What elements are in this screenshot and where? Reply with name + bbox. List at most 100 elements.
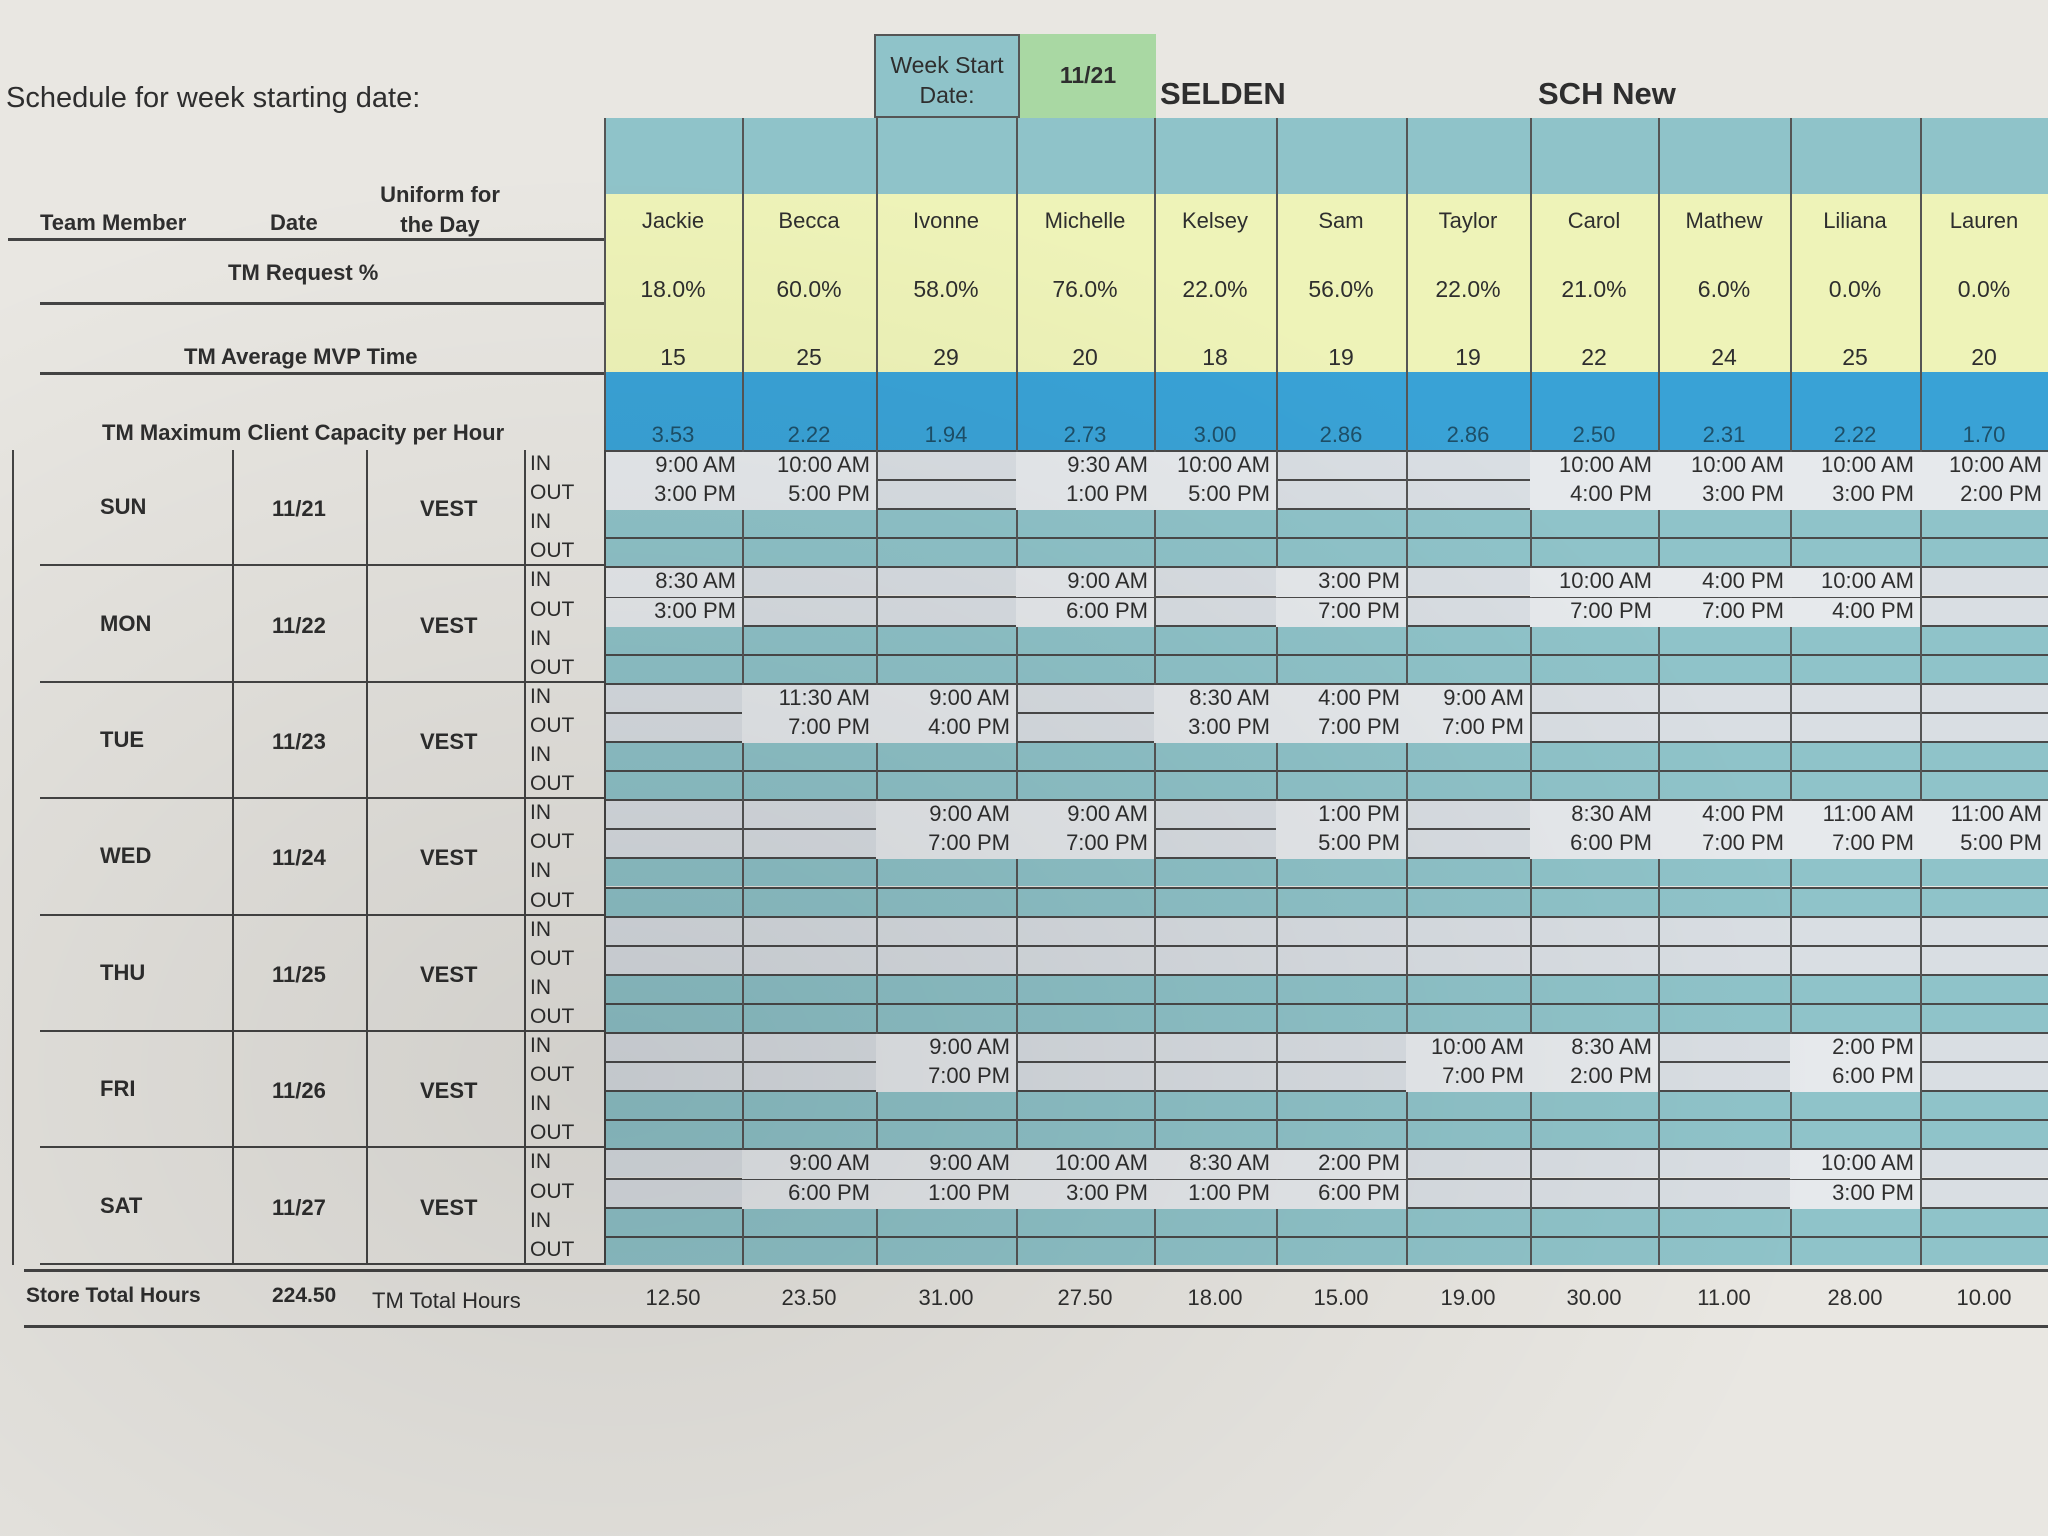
shift-out-time[interactable]: 7:00 PM [1276, 597, 1406, 627]
shift-in-time[interactable]: 4:00 PM [1658, 801, 1790, 831]
day-divider [40, 1030, 604, 1032]
shift-out-time[interactable]: 1:00 PM [876, 1179, 1016, 1209]
shift-in-time[interactable]: 9:00 AM [1016, 801, 1154, 831]
shift-in-time[interactable]: 10:00 AM [1016, 1150, 1154, 1180]
in-out-label: IN [530, 684, 551, 708]
in-out-label: OUT [530, 1121, 575, 1145]
shift-out-time[interactable]: 3:00 PM [604, 481, 742, 511]
shift-in-time[interactable]: 1:00 PM [1276, 801, 1406, 831]
shift-in-time[interactable]: 8:30 AM [1154, 684, 1276, 714]
shift-in-time[interactable]: 9:00 AM [604, 452, 742, 482]
shift-in-time[interactable]: 9:30 AM [1016, 452, 1154, 482]
team-member-header: Team Member [40, 210, 187, 235]
shift-out-time[interactable]: 6:00 PM [1016, 597, 1154, 627]
shift-out-time[interactable]: 7:00 PM [876, 830, 1016, 860]
shift-out-time[interactable]: 3:00 PM [1154, 713, 1276, 743]
uniform-header: Uniform for the Day [380, 182, 500, 237]
shift-out-time[interactable]: 2:00 PM [1530, 1063, 1658, 1093]
shift-in-time[interactable]: 10:00 AM [1406, 1034, 1530, 1064]
store-total-value: 224.50 [272, 1284, 337, 1307]
shift-in-time[interactable]: 4:00 PM [1276, 684, 1406, 714]
metric-bg [1276, 194, 1406, 372]
week-start-value-box: 11/21 [1020, 34, 1156, 118]
shift-in-time[interactable]: 10:00 AM [1154, 452, 1276, 482]
tm-total-hours: 15.00 [1313, 1284, 1369, 1310]
shift-in-time[interactable]: 10:00 AM [1530, 568, 1658, 598]
shift-out-time[interactable]: 5:00 PM [742, 481, 876, 511]
shift-in-time[interactable]: 9:00 AM [876, 801, 1016, 831]
shift-out-time[interactable]: 6:00 PM [1276, 1179, 1406, 1209]
tm-total-label: TM Total Hours [372, 1288, 521, 1313]
shift-in-time[interactable]: 9:00 AM [1016, 568, 1154, 598]
shift-out-time[interactable]: 4:00 PM [1530, 481, 1658, 511]
shift-in-time[interactable]: 2:00 PM [1276, 1150, 1406, 1180]
capacity-bg [742, 372, 876, 450]
shift-out-time[interactable]: 6:00 PM [742, 1179, 876, 1209]
shift-in-time[interactable]: 10:00 AM [1790, 1150, 1920, 1180]
shift-out-time[interactable]: 7:00 PM [1406, 713, 1530, 743]
shift-in-time[interactable]: 10:00 AM [1790, 452, 1920, 482]
shift-out-time[interactable]: 5:00 PM [1920, 830, 2048, 860]
shift-out-time[interactable]: 7:00 PM [1276, 713, 1406, 743]
in-out-label: OUT [530, 830, 575, 854]
column-divider [1154, 799, 1156, 916]
shift-in-time[interactable]: 11:00 AM [1920, 801, 2048, 831]
shift-in-time[interactable]: 2:00 PM [1790, 1034, 1920, 1064]
tm-total-hours: 30.00 [1566, 1284, 1622, 1310]
request-percent: 22.0% [1435, 276, 1501, 302]
shift-out-time[interactable]: 7:00 PM [876, 1063, 1016, 1093]
employee-header-bg [1658, 118, 1790, 194]
shift-out-time[interactable]: 3:00 PM [1790, 481, 1920, 511]
left-column-divider [524, 450, 526, 1265]
shift-in-time[interactable]: 9:00 AM [1406, 684, 1530, 714]
shift-out-time[interactable]: 6:00 PM [1530, 830, 1658, 860]
shift-in-time[interactable]: 11:00 AM [1790, 801, 1920, 831]
shift-out-time[interactable]: 4:00 PM [876, 713, 1016, 743]
shift-out-time[interactable]: 2:00 PM [1920, 481, 2048, 511]
shift-in-time[interactable]: 9:00 AM [742, 1150, 876, 1180]
shift-in-time[interactable]: 10:00 AM [1790, 568, 1920, 598]
capacity-bg [1016, 372, 1154, 450]
shift-in-time[interactable]: 10:00 AM [1530, 452, 1658, 482]
shift-in-time[interactable]: 10:00 AM [742, 452, 876, 482]
shift-in-time[interactable]: 9:00 AM [876, 684, 1016, 714]
shift-out-time[interactable]: 7:00 PM [1658, 830, 1790, 860]
shift-out-time[interactable]: 3:00 PM [1658, 481, 1790, 511]
shift-in-time[interactable]: 3:00 PM [1276, 568, 1406, 598]
in-out-label: IN [530, 917, 551, 941]
shift-in-time[interactable]: 11:30 AM [742, 684, 876, 714]
shift-out-time[interactable]: 7:00 PM [1016, 830, 1154, 860]
shift-out-time[interactable]: 1:00 PM [1154, 1179, 1276, 1209]
shift-out-time[interactable]: 7:00 PM [742, 713, 876, 743]
day-divider [40, 564, 604, 567]
schedule-row [604, 1119, 2048, 1149]
metric-bg [1406, 194, 1530, 372]
shift-in-time[interactable]: 8:30 AM [1530, 801, 1658, 831]
tm-total-hours: 31.00 [918, 1284, 974, 1310]
shift-in-time[interactable]: 10:00 AM [1658, 452, 1790, 482]
shift-out-time[interactable]: 7:00 PM [1530, 597, 1658, 627]
shift-out-time[interactable]: 5:00 PM [1276, 830, 1406, 860]
bottom-rule [24, 1324, 2048, 1328]
shift-out-time[interactable]: 4:00 PM [1790, 597, 1920, 627]
shift-out-time[interactable]: 3:00 PM [604, 597, 742, 627]
shift-in-time[interactable]: 8:30 AM [1154, 1150, 1276, 1180]
shift-out-time[interactable]: 1:00 PM [1016, 481, 1154, 511]
shift-in-time[interactable]: 9:00 AM [876, 1034, 1016, 1064]
shift-out-time[interactable]: 7:00 PM [1790, 830, 1920, 860]
employee-name: Sam [1318, 208, 1364, 233]
shift-out-time[interactable]: 7:00 PM [1658, 597, 1790, 627]
shift-out-time[interactable]: 7:00 PM [1406, 1063, 1530, 1093]
shift-out-time[interactable]: 3:00 PM [1790, 1179, 1920, 1209]
shift-out-time[interactable]: 6:00 PM [1790, 1063, 1920, 1093]
employee-header-bg [1530, 118, 1658, 194]
shift-out-time[interactable]: 3:00 PM [1016, 1179, 1154, 1209]
shift-in-time[interactable]: 8:30 AM [604, 568, 742, 598]
shift-in-time[interactable]: 4:00 PM [1658, 568, 1790, 598]
shift-out-time[interactable]: 5:00 PM [1154, 481, 1276, 511]
shift-in-time[interactable]: 8:30 AM [1530, 1034, 1658, 1064]
metric-bg [604, 194, 742, 372]
column-divider [1016, 915, 1018, 1032]
shift-in-time[interactable]: 9:00 AM [876, 1150, 1016, 1180]
shift-in-time[interactable]: 10:00 AM [1920, 452, 2048, 482]
